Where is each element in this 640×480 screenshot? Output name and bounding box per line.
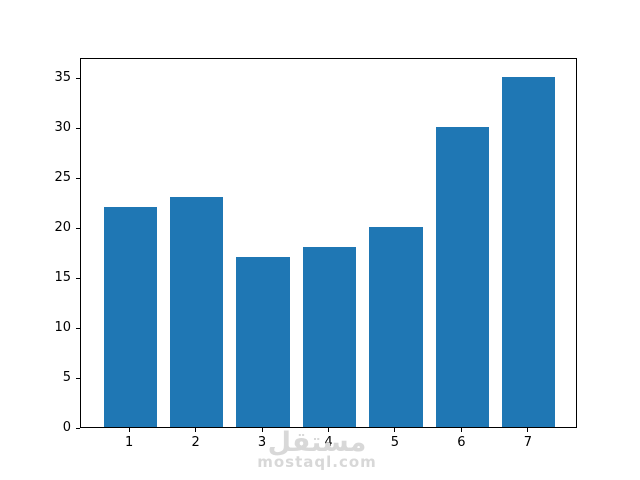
x-tick-label: 4 [324, 435, 333, 450]
x-tick-label: 3 [257, 435, 267, 450]
y-tick-label: 15 [54, 270, 71, 285]
y-tick-label: 35 [54, 70, 71, 85]
x-tick-label: 7 [523, 435, 532, 450]
y-tick-label: 20 [54, 220, 71, 235]
x-tick-label: 1 [125, 435, 134, 450]
plot-area [80, 58, 577, 428]
y-tick-mark [76, 177, 80, 179]
y-tick-label: 0 [62, 420, 71, 435]
x-tick-mark [261, 428, 263, 432]
y-tick-mark [76, 277, 80, 279]
bar-4 [302, 247, 357, 427]
watermark-url-text: mostaql.com [257, 453, 377, 471]
x-tick-label: 5 [390, 435, 400, 450]
bar-1 [103, 207, 157, 427]
y-tick-label: 30 [54, 120, 71, 135]
x-tick-mark [460, 428, 462, 432]
bar-6 [435, 127, 489, 427]
y-tick-mark [76, 127, 80, 129]
x-tick-mark [195, 428, 197, 432]
y-tick-mark [76, 77, 80, 79]
x-tick-label: 2 [191, 435, 200, 450]
y-tick-mark [76, 427, 80, 429]
x-tick-label: 6 [457, 435, 466, 450]
bar-2 [170, 197, 224, 427]
y-tick-label: 10 [54, 320, 71, 335]
y-tick-label: 25 [54, 170, 71, 185]
y-tick-mark [76, 377, 80, 379]
x-tick-mark [128, 428, 130, 432]
x-tick-mark [394, 428, 396, 432]
bar-7 [502, 77, 556, 427]
x-tick-mark [527, 428, 529, 432]
bar-5 [369, 227, 423, 427]
x-tick-mark [328, 428, 329, 432]
bar-3 [236, 257, 290, 427]
y-tick-mark [76, 327, 80, 329]
y-tick-mark [76, 227, 80, 229]
y-tick-label: 5 [62, 370, 71, 385]
